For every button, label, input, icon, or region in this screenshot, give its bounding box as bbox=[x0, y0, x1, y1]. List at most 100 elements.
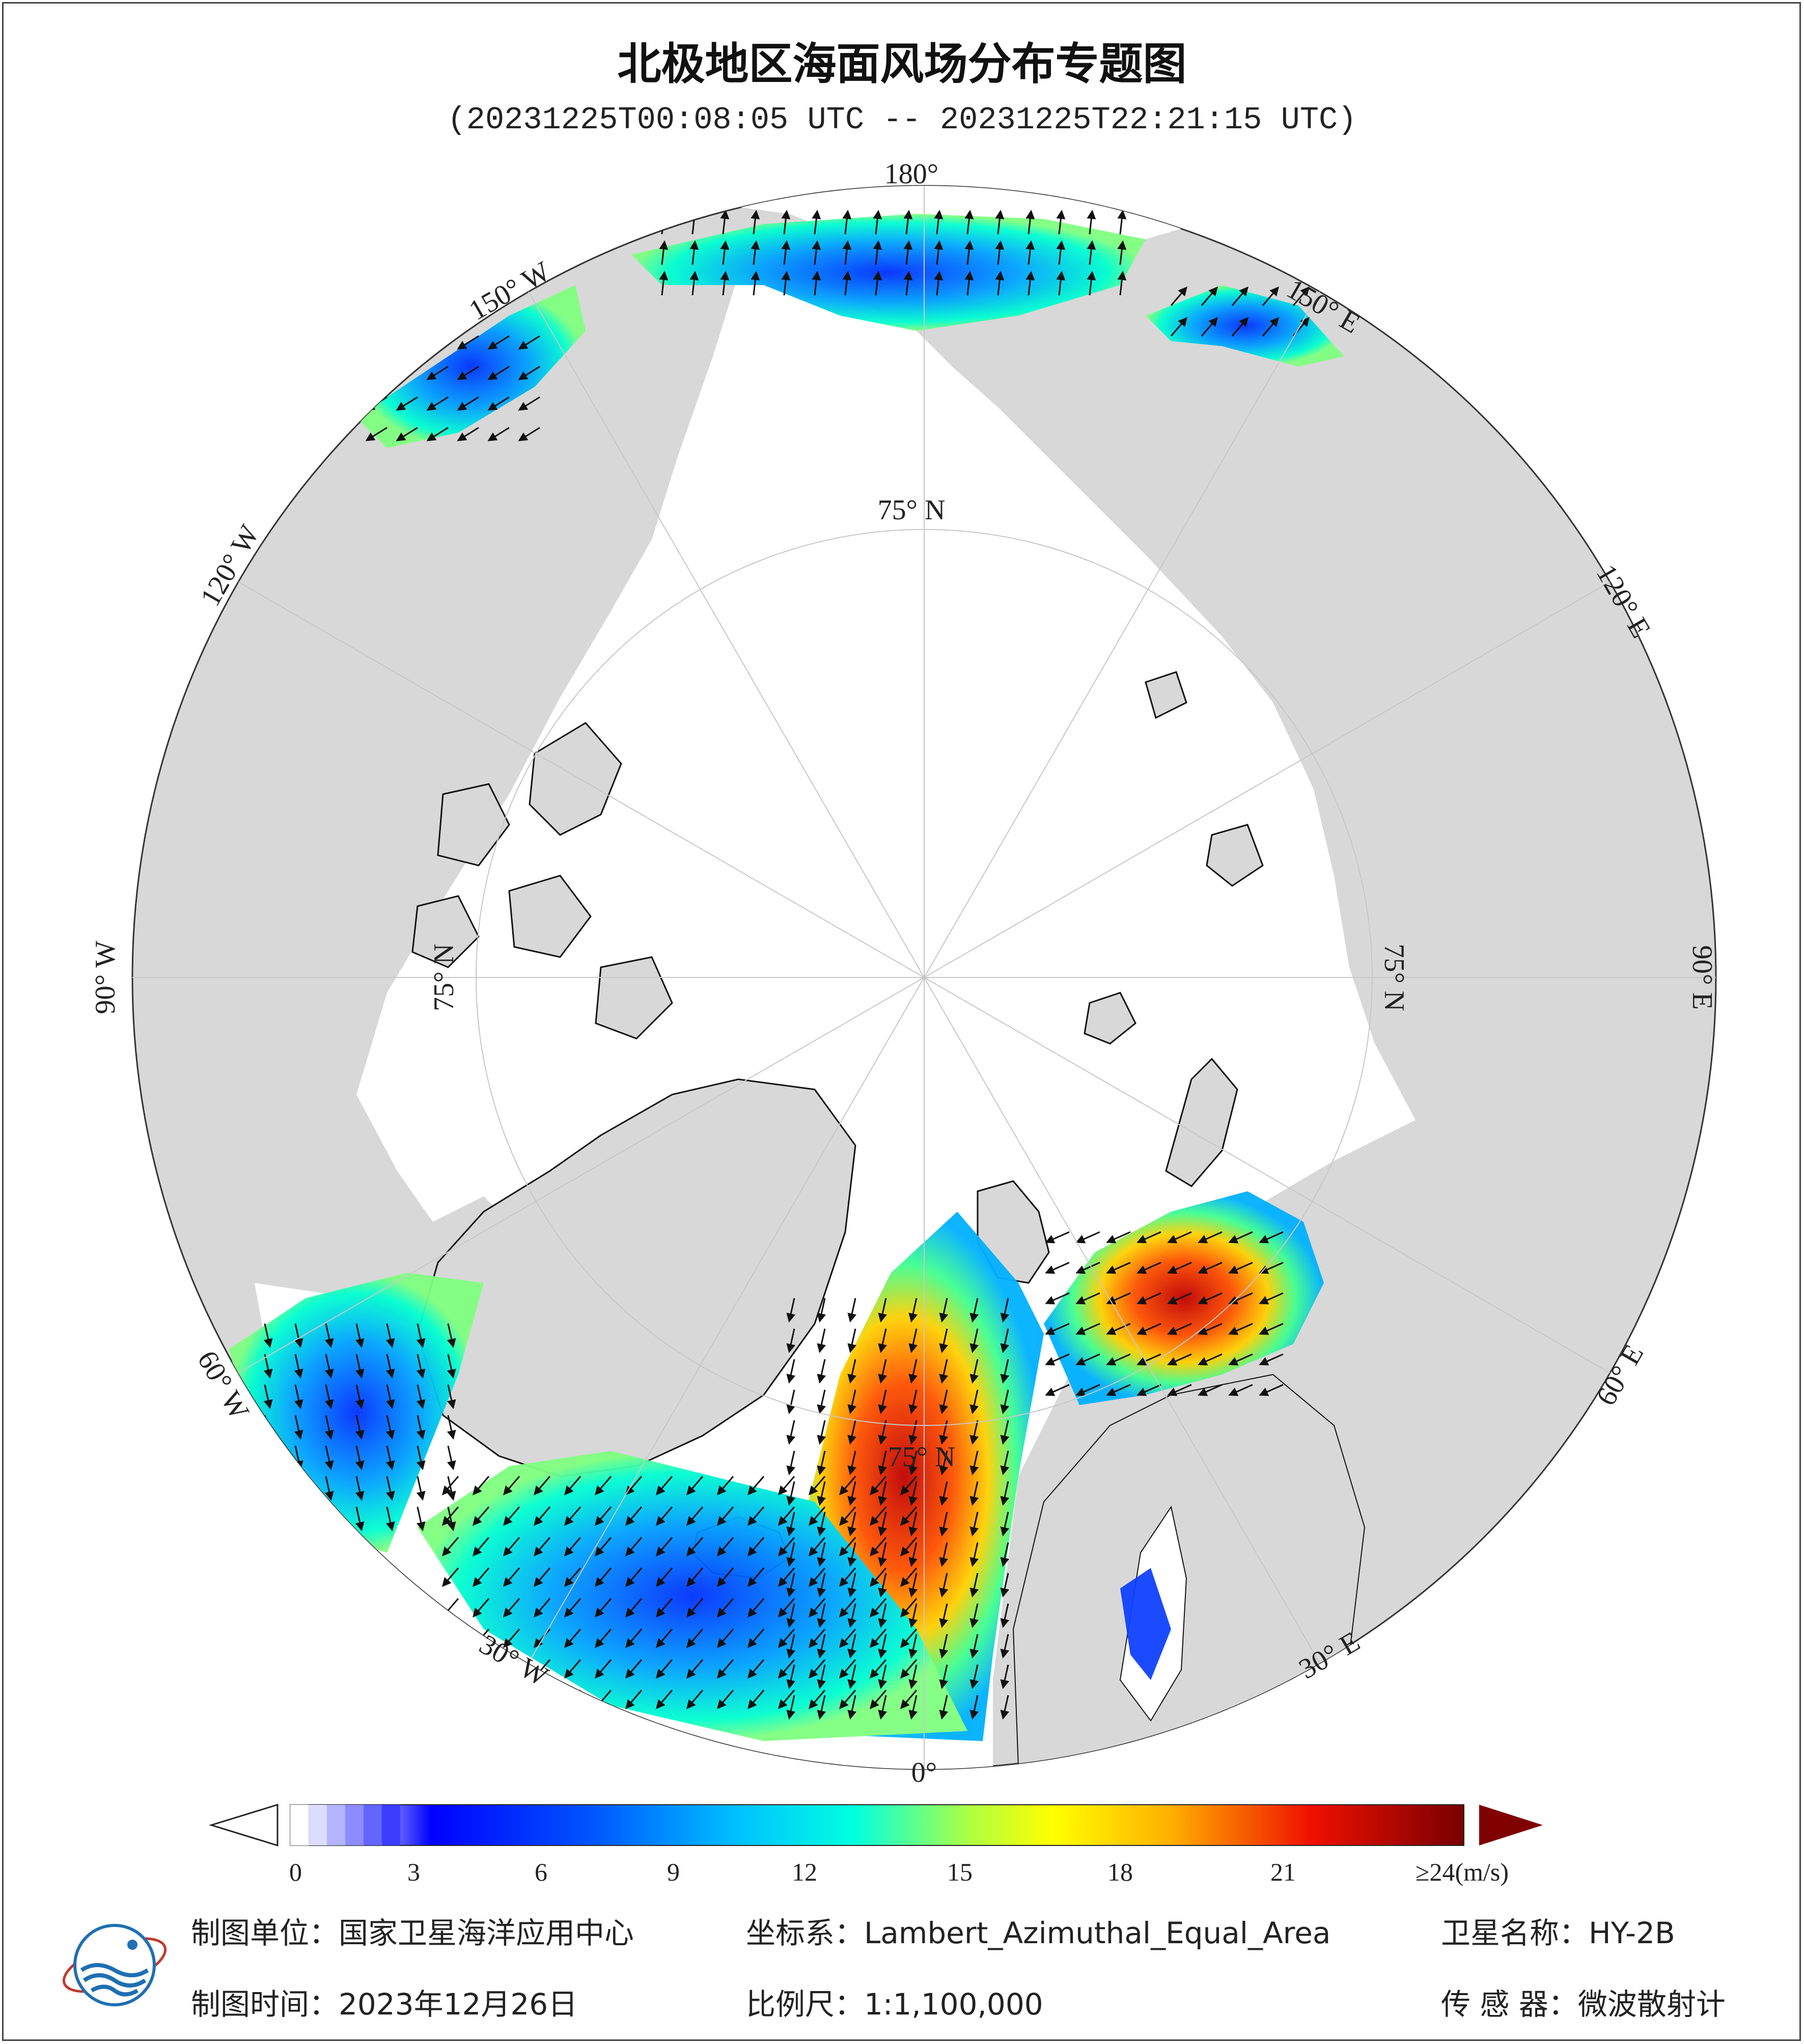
wind-arrow bbox=[939, 1695, 949, 1720]
wind-arrow bbox=[812, 210, 821, 235]
wind-arrow bbox=[778, 1537, 795, 1557]
wind-arrow bbox=[817, 1389, 826, 1414]
wind-arrow bbox=[870, 1629, 887, 1648]
wind-arrow bbox=[969, 1420, 979, 1445]
wind-arrow bbox=[939, 1420, 949, 1445]
wind-arrow bbox=[365, 366, 387, 380]
wind-arrow bbox=[847, 1634, 857, 1659]
wind-arrow bbox=[324, 1323, 334, 1348]
lon-180: 180° bbox=[884, 158, 938, 190]
wind-arrow bbox=[503, 1506, 520, 1526]
wind-arrow bbox=[969, 1328, 979, 1353]
wind-arrow bbox=[518, 396, 540, 411]
wind-arrow bbox=[355, 1384, 365, 1409]
wind-arrow bbox=[656, 1598, 673, 1618]
wind-arrow bbox=[817, 1420, 826, 1445]
wind-arrow bbox=[324, 1506, 334, 1531]
wind-arrow bbox=[717, 1598, 734, 1618]
wind-arrow bbox=[294, 1476, 303, 1501]
wind-arrow bbox=[625, 1659, 643, 1679]
wind-arrow bbox=[1075, 1353, 1100, 1366]
wind-arrow bbox=[747, 1567, 765, 1587]
wind-arrow bbox=[1000, 1511, 1010, 1536]
wind-arrow bbox=[1045, 1262, 1070, 1274]
wind-arrow bbox=[656, 1629, 673, 1648]
wind-arrow bbox=[442, 1629, 459, 1648]
wind-arrow bbox=[778, 1506, 795, 1526]
wind-arrow bbox=[747, 1537, 765, 1557]
wind-arrow bbox=[294, 1384, 303, 1409]
wind-arrow bbox=[1167, 1262, 1192, 1274]
wind-arrow bbox=[878, 1481, 887, 1506]
wind-arrow bbox=[786, 1542, 796, 1567]
wind-arrow bbox=[473, 1690, 490, 1710]
wind-arrow bbox=[778, 1598, 795, 1618]
wind-arrow bbox=[847, 1359, 857, 1384]
wind-arrow bbox=[473, 1567, 490, 1587]
wind-arrow bbox=[518, 335, 540, 350]
wind-arrow bbox=[778, 1690, 795, 1710]
wind-arrow bbox=[263, 1354, 273, 1379]
wind-arrow bbox=[1136, 1292, 1161, 1305]
wind-arrow bbox=[1045, 1353, 1070, 1366]
wind-arrow bbox=[396, 335, 418, 350]
colorbar-gradient bbox=[290, 1804, 1464, 1846]
scale-label: 比例尺：1:1,100,000 bbox=[746, 1987, 1043, 2022]
wind-arrow bbox=[839, 1567, 856, 1587]
wind-arrow bbox=[870, 1567, 887, 1587]
wind-arrow bbox=[686, 1567, 704, 1587]
wind-arrow bbox=[969, 1298, 979, 1323]
wind-arrow bbox=[778, 1476, 795, 1496]
wind-arrow bbox=[873, 210, 882, 235]
wind-arrow bbox=[487, 427, 510, 441]
wind-arrow bbox=[847, 1542, 857, 1567]
wind-arrow bbox=[503, 1690, 520, 1710]
wind-arrow bbox=[689, 240, 699, 265]
wind-arrow bbox=[900, 1537, 918, 1557]
wind-arrow bbox=[908, 1420, 918, 1445]
wind-arrow bbox=[809, 1659, 826, 1679]
wind-arrow bbox=[878, 1634, 887, 1659]
wind-arrow bbox=[656, 1476, 673, 1496]
wind-arrow bbox=[817, 1298, 826, 1323]
wind-arrow bbox=[778, 1567, 795, 1587]
wind-arrow bbox=[457, 427, 479, 441]
wind-arrow bbox=[1000, 1328, 1010, 1353]
wind-arrow bbox=[1117, 271, 1127, 296]
wind-arrow bbox=[442, 1690, 459, 1710]
wind-arrow bbox=[1056, 271, 1066, 296]
wind-arrow bbox=[595, 1629, 612, 1648]
wind-arrow bbox=[995, 240, 1005, 265]
wind-arrow bbox=[1259, 1292, 1284, 1305]
wind-arrow bbox=[518, 427, 540, 441]
wind-arrow bbox=[416, 1506, 426, 1531]
wind-arrow bbox=[809, 1567, 826, 1587]
wind-arrow bbox=[870, 1598, 887, 1618]
wind-arrow bbox=[964, 240, 974, 265]
wind-arrow bbox=[534, 1629, 551, 1648]
wind-arrow bbox=[1106, 1384, 1131, 1396]
wind-swath-greenland-sea bbox=[418, 1451, 967, 1741]
wind-arrow bbox=[686, 1598, 704, 1618]
wind-arrow bbox=[385, 1476, 395, 1501]
wind-arrow bbox=[416, 1354, 426, 1379]
wind-arrow bbox=[503, 1476, 520, 1496]
wind-arrow bbox=[1228, 1262, 1253, 1274]
wind-swath-bering bbox=[631, 214, 1146, 331]
wind-arrow bbox=[870, 1537, 887, 1557]
wind-arrow bbox=[263, 1384, 273, 1409]
wind-arrow bbox=[847, 1664, 857, 1689]
wind-arrow bbox=[939, 1481, 949, 1506]
wind-arrow bbox=[900, 1476, 918, 1496]
wind-arrow bbox=[1045, 1384, 1070, 1396]
wind-arrow bbox=[1259, 1384, 1284, 1396]
wind-arrow bbox=[786, 1450, 796, 1475]
wind-arrow bbox=[1170, 317, 1187, 337]
wind-arrow bbox=[842, 271, 852, 296]
wind-arrow bbox=[969, 1511, 979, 1536]
wind-arrow bbox=[385, 1354, 395, 1379]
wind-arrow bbox=[1087, 240, 1096, 265]
wind-arrow bbox=[595, 1537, 612, 1557]
wind-arrow bbox=[487, 396, 510, 411]
wind-arrow bbox=[809, 1476, 826, 1496]
